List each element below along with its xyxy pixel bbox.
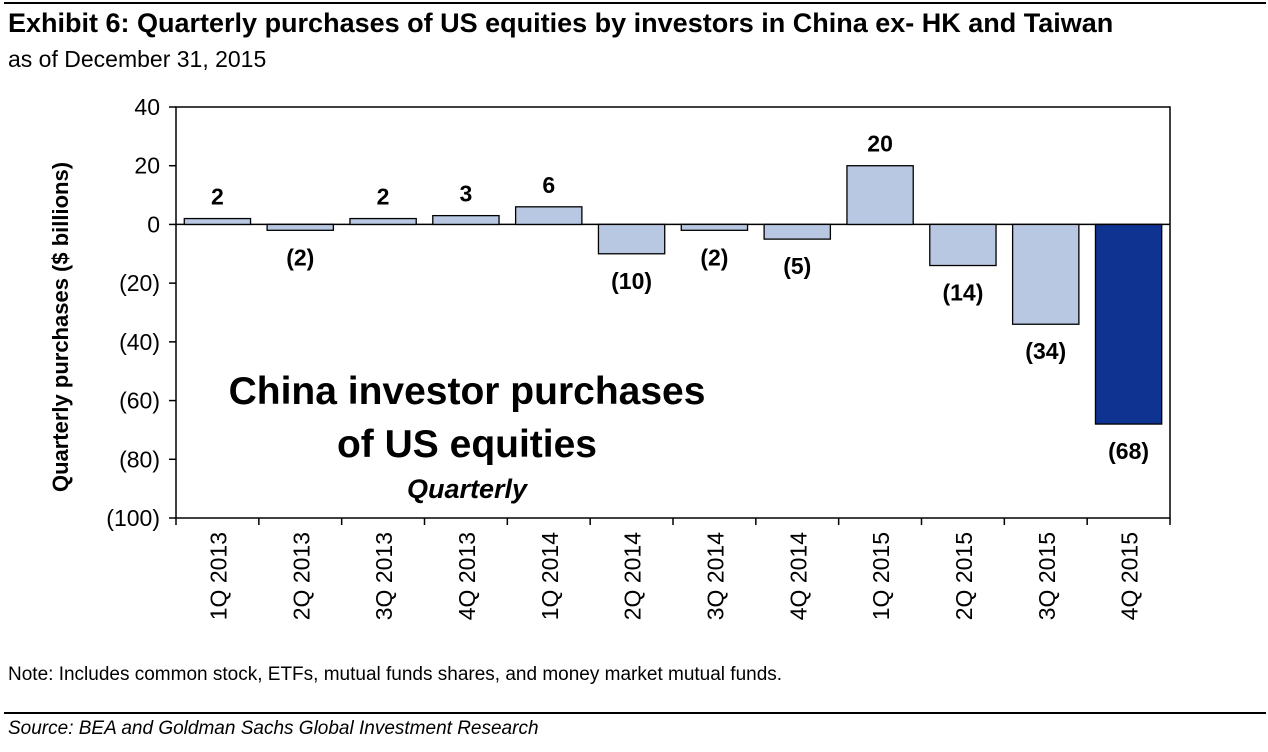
chart-title-line-2: of US equities: [337, 423, 597, 466]
x-tick-label: 1Q 2014: [537, 532, 563, 620]
footnote: Note: Includes common stock, ETFs, mutua…: [8, 664, 783, 685]
data-label: 20: [867, 131, 893, 157]
x-tick-label: 1Q 2013: [205, 532, 231, 620]
y-axis-title-group: Quarterly purchases ($ billions): [48, 162, 73, 492]
bar: [514, 206, 583, 226]
bar: [183, 217, 252, 226]
x-tick-label: 2Q 2014: [620, 532, 646, 620]
data-label: (34): [1025, 338, 1066, 364]
bar: [680, 223, 749, 231]
x-tick-label: 2Q 2015: [951, 532, 977, 620]
data-label: (10): [611, 268, 652, 294]
bar: [349, 217, 417, 226]
y-tick-label: 0: [147, 211, 160, 237]
y-tick-label: 40: [134, 94, 160, 120]
bar: [1094, 223, 1163, 425]
data-label: (2): [286, 244, 314, 270]
data-label: 2: [377, 184, 390, 210]
x-tick-label: 1Q 2015: [868, 532, 894, 620]
exhibit-title: Exhibit 6: Quarterly purchases of US equ…: [8, 8, 1114, 38]
x-tick-label: 3Q 2013: [371, 532, 397, 620]
y-tick-label: (40): [119, 329, 160, 355]
y-tick-label: (60): [119, 388, 160, 414]
exhibit-subtitle: as of December 31, 2015: [8, 46, 267, 72]
bar: [846, 165, 914, 226]
x-tick-label: 3Q 2015: [1034, 532, 1060, 620]
bar: [597, 223, 666, 255]
labels-layer: 2 1Q 2013 (2) 2Q 2013 2 3Q 2013 3 4Q 2013 6 1Q 20…: [205, 131, 1149, 621]
y-axis-title: Quarterly purchases ($ billions): [48, 162, 73, 492]
y-tick-label: (80): [119, 446, 160, 472]
data-label: (68): [1108, 438, 1149, 464]
chart-title-line-1: China investor purchases: [229, 370, 706, 413]
bar: [929, 223, 997, 267]
x-tick-label: 4Q 2014: [785, 532, 811, 620]
bar: [1011, 223, 1080, 325]
x-tick-label: 4Q 2013: [454, 532, 480, 620]
chart-subtitle: Quarterly: [407, 474, 529, 504]
y-tick-label: (20): [119, 270, 160, 296]
axis-layer: 40 20 0 (20) (40) (60) (80) (100): [106, 94, 1171, 531]
bar: [266, 223, 335, 231]
bars-layer: [183, 165, 1163, 425]
inner-title-group: China investor purchases of US equities …: [229, 370, 706, 504]
x-tick-label: 2Q 2013: [288, 532, 314, 620]
y-tick-label: (100): [106, 505, 160, 531]
bar: [763, 223, 832, 240]
data-label: (2): [700, 244, 728, 270]
bottom-rule: [4, 712, 1266, 714]
y-tick-label: 20: [134, 153, 160, 179]
x-tick-label: 3Q 2014: [702, 532, 728, 620]
bar: [432, 214, 500, 226]
data-label: (5): [783, 253, 811, 279]
source-line: Source: BEA and Goldman Sachs Global Inv…: [8, 718, 539, 739]
top-rule: [4, 2, 1266, 4]
data-label: (14): [942, 280, 983, 306]
data-label: 3: [460, 181, 473, 207]
bar-chart: Quarterly purchases ($ billions) 40 20 0 (2…: [48, 94, 1171, 621]
data-label: 2: [211, 184, 224, 210]
data-label: 6: [542, 172, 555, 198]
x-tick-label: 4Q 2015: [1117, 532, 1143, 620]
